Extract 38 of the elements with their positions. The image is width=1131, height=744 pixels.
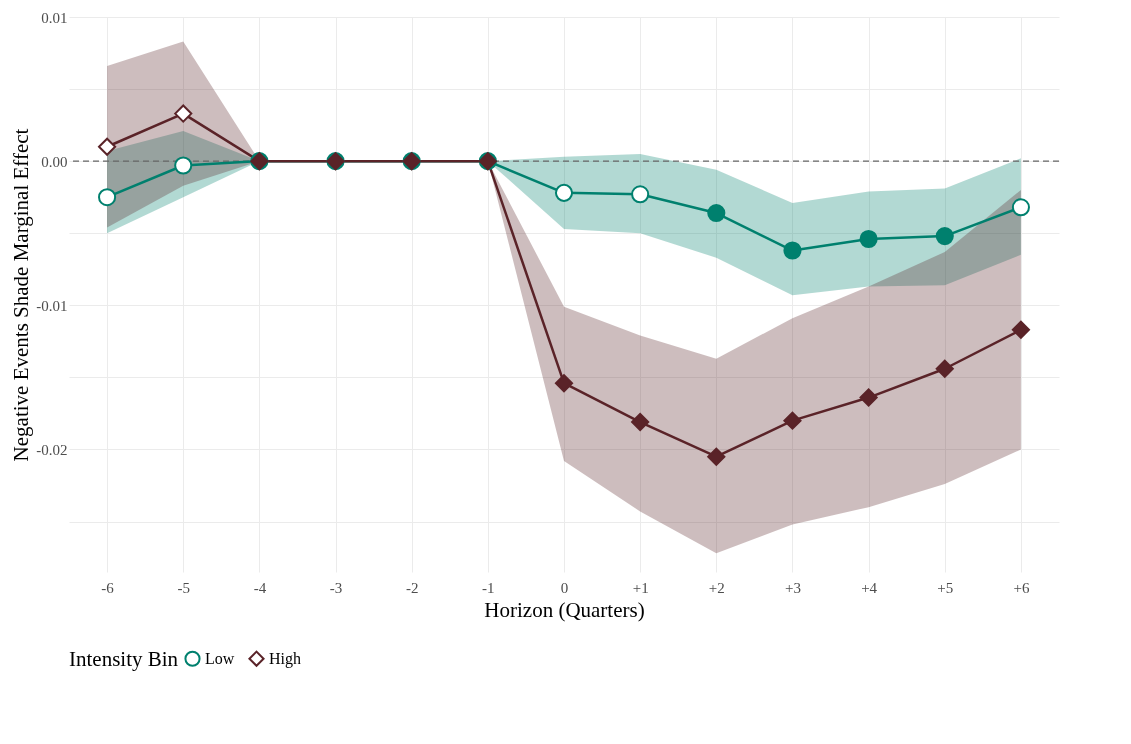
point <box>631 185 650 204</box>
x-axis-title: Horizon (Quarters) <box>484 597 645 622</box>
legend-label: Low <box>205 649 235 667</box>
legend-title: Intensity Bin <box>69 647 179 671</box>
point <box>783 411 802 430</box>
point <box>1011 198 1030 217</box>
point <box>935 227 954 246</box>
point <box>783 241 802 260</box>
y-axis-title: Negative Events Shade Marginal Effect <box>9 128 34 462</box>
x-tick-label: -1 <box>482 579 495 596</box>
point <box>98 188 117 207</box>
x-tick-label: +1 <box>632 579 649 596</box>
point <box>631 413 650 432</box>
point <box>554 183 574 202</box>
point <box>707 204 726 223</box>
point <box>707 447 726 466</box>
x-tick-label: -3 <box>329 579 343 596</box>
x-tick-label: -6 <box>101 579 115 596</box>
point <box>935 359 954 378</box>
y-tick-label: -0.02 <box>36 441 68 458</box>
x-tick-label: +5 <box>937 579 954 596</box>
x-tick-label: +3 <box>784 579 801 596</box>
x-tick-label: +6 <box>1013 579 1030 596</box>
point <box>859 388 878 407</box>
point <box>174 156 193 175</box>
x-tick-label: +2 <box>708 579 725 596</box>
y-tick-label: 0.00 <box>41 153 68 170</box>
x-tick-label: -4 <box>253 579 267 596</box>
y-tick-label: -0.01 <box>36 297 68 314</box>
point <box>554 374 574 393</box>
legend-label: High <box>269 649 301 668</box>
x-tick-label: -5 <box>177 579 190 596</box>
point <box>1011 320 1030 339</box>
point <box>859 229 878 249</box>
x-tick-label: -2 <box>405 579 419 596</box>
x-tick-label: 0 <box>560 579 569 596</box>
y-tick-label: 0.01 <box>41 9 68 26</box>
x-tick-label: +4 <box>861 579 878 596</box>
